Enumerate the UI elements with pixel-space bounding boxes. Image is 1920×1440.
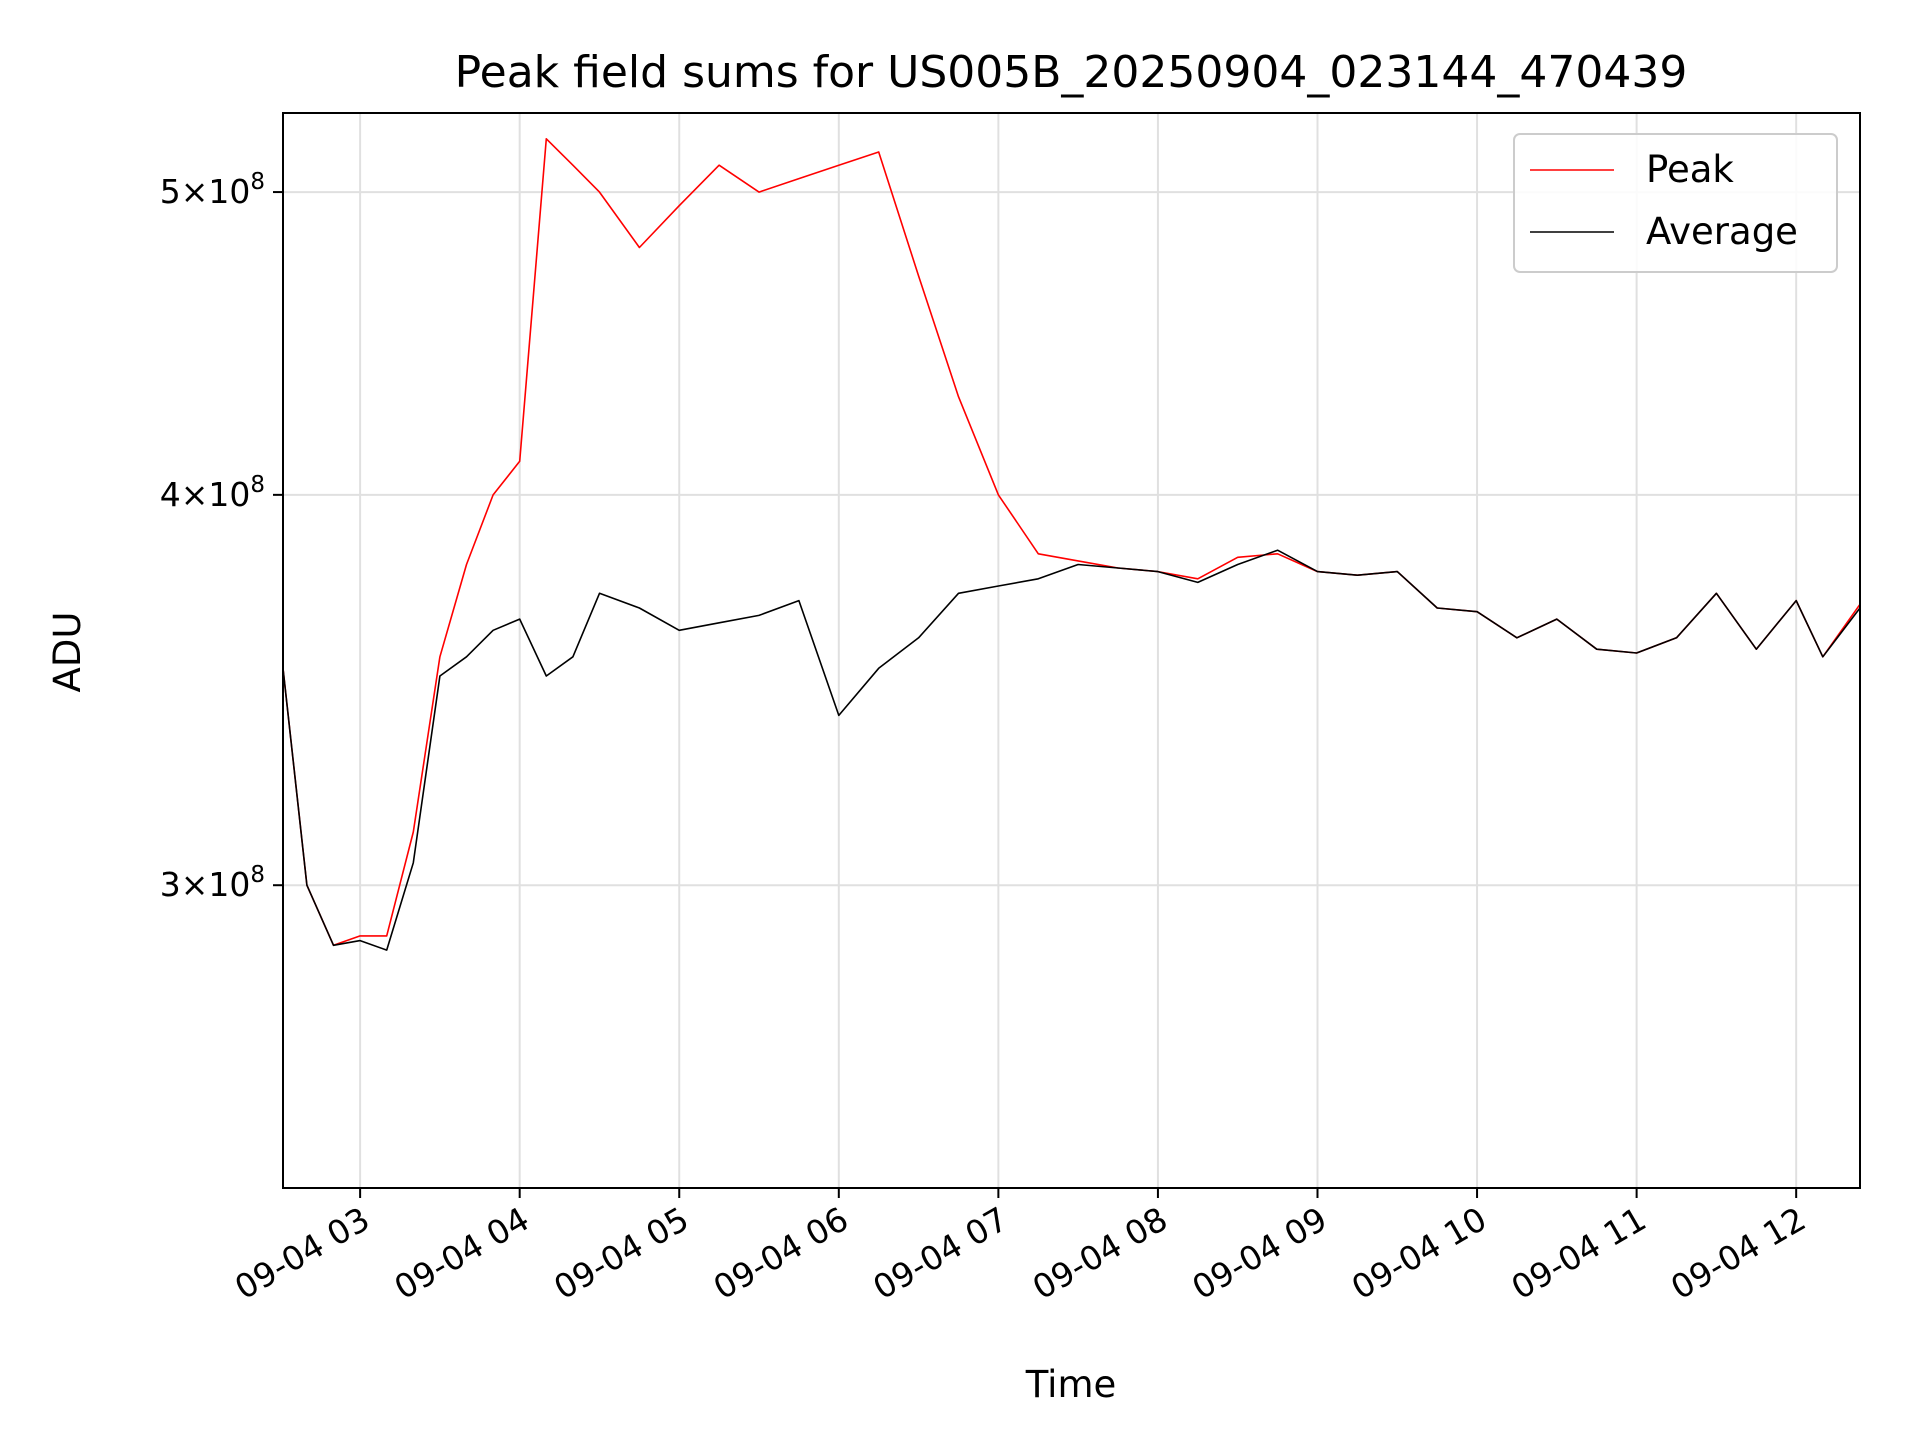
plot-frame — [282, 112, 1861, 1189]
y-tick-label: 3×108 — [160, 862, 265, 904]
chart-title: Peak field sums for US005B_20250904_0231… — [455, 47, 1688, 98]
y-axis-label: ADU — [46, 612, 89, 693]
x-axis-label: Time — [1025, 1363, 1117, 1406]
y-axis: 3×108 4×108 5×108 — [160, 169, 283, 904]
y-tick-label: 5×108 — [160, 169, 265, 211]
legend-average-label: Average — [1646, 210, 1798, 253]
series-layer — [282, 138, 1861, 951]
legend: Peak Average — [1513, 133, 1838, 273]
y-tick-label: 4×108 — [160, 472, 265, 514]
series-line-average — [282, 549, 1861, 951]
grid — [283, 113, 1860, 1188]
legend-peak-label: Peak — [1646, 148, 1734, 191]
plot-area — [283, 113, 1860, 1188]
legend-box — [1513, 133, 1838, 273]
